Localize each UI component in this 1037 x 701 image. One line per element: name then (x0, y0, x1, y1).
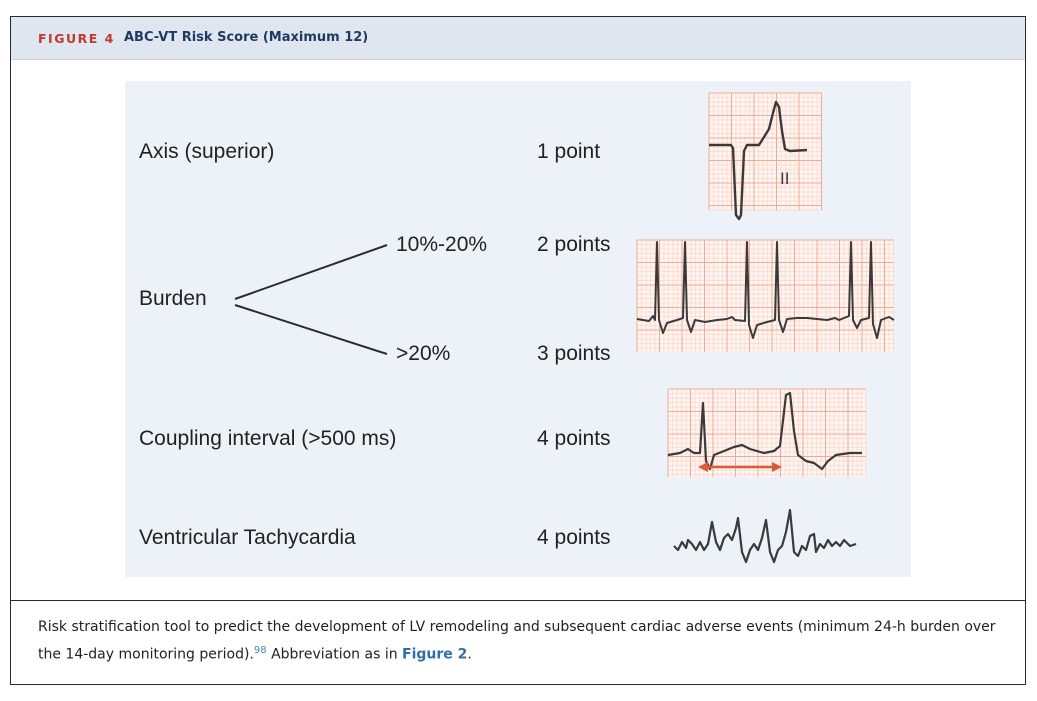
caption-reference[interactable]: 98 (253, 645, 267, 656)
caption-text: Risk stratification tool to predict the … (38, 619, 996, 663)
caption-suffix: Abbreviation as in (266, 646, 403, 663)
criterion-vt-label: Ventricular Tachycardia (139, 526, 356, 549)
ecg-coupling-strip (667, 388, 867, 477)
ecg-vt-strip (673, 508, 857, 564)
ecg-lead-label: II (780, 169, 789, 188)
burden-branch-lines (234, 244, 388, 355)
ecg-burden-strip (636, 239, 895, 352)
burden-branch-high-label: >20% (396, 342, 451, 365)
burden-branch-low-points: 2 points (537, 233, 611, 256)
figure-title: ABC-VT Risk Score (Maximum 12) (124, 30, 369, 45)
caption-divider (11, 600, 1025, 601)
burden-branch-low-label: 10%-20% (396, 233, 488, 256)
criterion-axis-points: 1 point (537, 140, 601, 163)
burden-branch-high-points: 3 points (537, 342, 611, 365)
criterion-vt-points: 4 points (537, 526, 611, 549)
criterion-burden-label: Burden (139, 287, 207, 310)
figure-header: FIGURE 4 ABC-VT Risk Score (Maximum 12) (11, 17, 1025, 60)
criterion-coupling-label: Coupling interval (>500 ms) (139, 427, 397, 450)
criterion-coupling-points: 4 points (537, 427, 611, 450)
caption-end: . (467, 646, 472, 663)
coupling-interval-arrow (698, 462, 782, 472)
figure-caption: Risk stratification tool to predict the … (38, 615, 1008, 667)
criterion-axis-label: Axis (superior) (139, 140, 275, 163)
risk-score-panel: Axis (superior) 1 point Burden 10%-20% 2… (125, 81, 911, 577)
figure-frame: FIGURE 4 ABC-VT Risk Score (Maximum 12) … (10, 16, 1026, 685)
ecg-axis-strip: II (708, 92, 822, 221)
figure-2-link[interactable]: Figure 2 (402, 646, 468, 663)
figure-label: FIGURE 4 (38, 31, 115, 46)
